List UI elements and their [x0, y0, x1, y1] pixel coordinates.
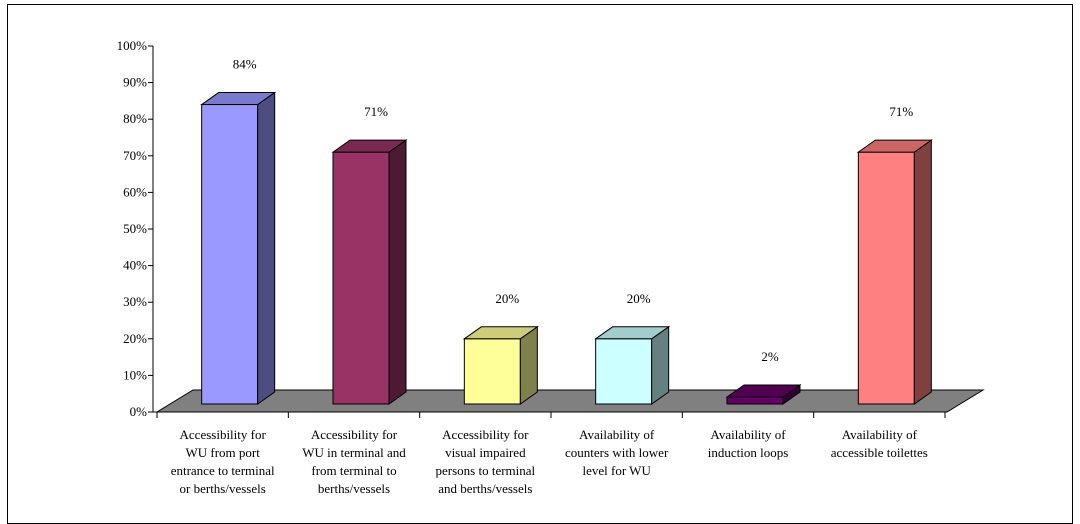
- bar: [594, 325, 671, 405]
- bar-top: [594, 326, 671, 340]
- bar-front: [463, 338, 521, 405]
- bar-side: [651, 325, 670, 405]
- category-label-line: visual impaired: [445, 445, 526, 460]
- category-label: Accessibility for WU in terminal and from …: [302, 427, 406, 496]
- bar-top: [725, 384, 802, 398]
- category-label-line: WU from port: [185, 445, 260, 460]
- bar: [725, 384, 802, 405]
- bar-top: [200, 92, 277, 106]
- bar-front: [595, 338, 653, 405]
- bar: [856, 139, 933, 405]
- category-label-line: induction loops: [708, 445, 789, 460]
- category-label-line: Accessibility for: [180, 427, 267, 442]
- category-label-line: entrance to terminal: [171, 463, 275, 478]
- category-label: Availability of induction loops: [708, 427, 789, 460]
- data-label: 84%: [233, 57, 257, 72]
- bar-front: [332, 151, 390, 405]
- bar-side: [388, 139, 407, 405]
- category-label: Accessibility for visual impaired persons …: [436, 427, 536, 496]
- bar-top: [331, 139, 408, 153]
- bar: [462, 325, 539, 405]
- bar-top: [462, 326, 539, 340]
- chart-frame: 0% 10% 20% 30% 40% 50% 60% 70% 80% 90% 100% 84% 71%…: [7, 4, 1073, 524]
- y-tick-label: 90%: [123, 75, 147, 90]
- category-label-line: WU in terminal and: [302, 445, 406, 460]
- y-tick-label: 30%: [123, 294, 147, 309]
- category-label-line: Availability of: [842, 427, 918, 442]
- data-label: 20%: [627, 291, 651, 306]
- y-tick-label: 100%: [117, 38, 148, 53]
- data-label: 71%: [364, 104, 388, 119]
- bar-side: [519, 325, 538, 405]
- y-tick-label: 0%: [130, 404, 148, 419]
- y-tick-label: 50%: [123, 221, 147, 236]
- y-tick-label: 80%: [123, 111, 147, 126]
- y-tick-label: 10%: [123, 367, 147, 382]
- category-label-line: Accessibility for: [311, 427, 398, 442]
- category-label: Availability of accessible toilettes: [831, 427, 928, 460]
- bar-chart: 0% 10% 20% 30% 40% 50% 60% 70% 80% 90% 100% 84% 71%…: [117, 38, 985, 496]
- category-label-line: level for WU: [582, 463, 651, 478]
- category-label: Accessibility for WU from port entrance to…: [171, 427, 275, 496]
- data-label: 2%: [761, 349, 779, 364]
- bar-side: [257, 91, 276, 405]
- y-tick-label: 70%: [123, 148, 147, 163]
- category-label-line: Accessibility for: [442, 427, 529, 442]
- bar: [200, 91, 277, 405]
- data-label: 71%: [889, 104, 913, 119]
- category-label-line: counters with lower: [565, 445, 669, 460]
- category-label-line: or berths/vessels: [180, 481, 266, 496]
- y-tick-label: 20%: [123, 331, 147, 346]
- bar: [331, 139, 408, 405]
- category-label-line: Availability of: [710, 427, 786, 442]
- data-label: 20%: [495, 291, 519, 306]
- category-label-line: berths/vessels: [318, 481, 390, 496]
- y-tick-label: 60%: [123, 184, 147, 199]
- bar-front: [201, 104, 259, 405]
- category-label-line: from terminal to: [311, 463, 396, 478]
- category-label: Availability of counters with lower level …: [565, 427, 669, 478]
- category-label-line: persons to terminal: [436, 463, 536, 478]
- bar-front: [857, 151, 915, 405]
- category-label-line: accessible toilettes: [831, 445, 928, 460]
- bar-top: [856, 139, 933, 153]
- bar-side: [913, 139, 932, 405]
- bar-front: [726, 396, 784, 405]
- y-tick-label: 40%: [123, 258, 147, 273]
- category-label-line: and berths/vessels: [438, 481, 532, 496]
- category-label-line: Availability of: [579, 427, 655, 442]
